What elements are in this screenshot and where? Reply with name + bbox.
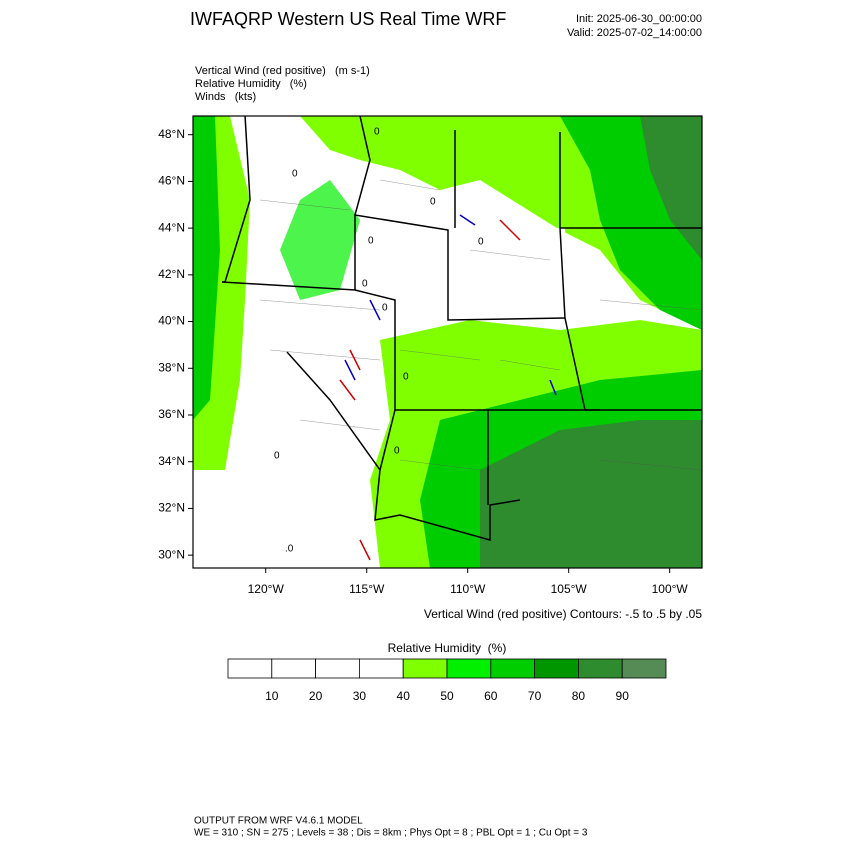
footer-line: WE = 310 ; SN = 275 ; Levels = 38 ; Dis … (194, 828, 588, 839)
contour-label: 0 (374, 127, 380, 138)
x-tick-label: 105°W (551, 582, 588, 596)
map-field (193, 116, 702, 568)
y-tick-label: 48°N (158, 127, 185, 141)
init-time: Init: 2025-06-30_00:00:00 (576, 13, 702, 25)
colorbar-label: 40 (397, 689, 411, 703)
contour-labels: 0 0 0 0 0 0 0 0 0 0 .0 (274, 127, 484, 555)
y-tick-label: 32°N (158, 501, 185, 515)
colorbar-label: 70 (528, 689, 542, 703)
x-tick-label: 115°W (349, 582, 385, 596)
colorbar-box (227, 658, 273, 679)
field-label: Vertical Wind (red positive) (m s-1) (195, 65, 370, 77)
y-tick-label: 40°N (158, 314, 185, 328)
colorbar-box (446, 658, 492, 679)
y-tick-label: 46°N (158, 174, 185, 188)
y-tick-label: 36°N (158, 407, 185, 421)
map-frame (192, 115, 703, 569)
contour-label: 0 (362, 279, 368, 290)
colorbar-box (621, 658, 667, 679)
contour-label: 0 (368, 236, 374, 247)
field-label: Relative Humidity (%) (195, 78, 307, 90)
colorbar-label: 30 (353, 689, 367, 703)
title: IWFAQRP Western US Real Time WRF (190, 9, 506, 29)
colorbar-box (315, 658, 360, 679)
colorbar-label: 20 (309, 689, 323, 703)
contour-label: 0 (292, 169, 298, 180)
colorbar-box (534, 658, 579, 679)
contour-label: .0 (285, 544, 294, 555)
contour-label: 0 (274, 451, 280, 462)
x-tick-label: 100°W (652, 582, 689, 596)
colorbar-label: 60 (484, 689, 498, 703)
contour-label: 0 (478, 237, 484, 248)
footer-line: OUTPUT FROM WRF V4.6.1 MODEL (194, 816, 363, 827)
contour-note: Vertical Wind (red positive) Contours: -… (424, 607, 702, 621)
field-label: Winds (kts) (195, 91, 256, 103)
colorbar-box (578, 658, 623, 679)
y-tick-label: 38°N (158, 360, 185, 374)
colorbar-label: 50 (440, 689, 454, 703)
colorbar-label: 80 (572, 689, 586, 703)
colorbar-box (402, 658, 448, 679)
colorbar-box (490, 658, 535, 679)
valid-time: Valid: 2025-07-02_14:00:00 (567, 27, 702, 39)
colorbar-label: 90 (616, 689, 630, 703)
colorbar-box (271, 658, 316, 679)
colorbar-box (358, 658, 404, 679)
y-tick-label: 44°N (158, 220, 185, 234)
contour-label: 0 (403, 372, 409, 383)
contour-label: 0 (394, 446, 400, 457)
y-tick-label: 34°N (158, 454, 185, 468)
colorbar-label: 10 (265, 689, 279, 703)
colorbar-title: Relative Humidity (%) (388, 641, 507, 655)
x-tick-label: 120°W (248, 582, 285, 596)
x-tick-label: 110°W (450, 582, 486, 596)
y-tick-label: 30°N (158, 547, 185, 561)
contour-label: 0 (430, 197, 436, 208)
y-tick-label: 42°N (158, 267, 185, 281)
contour-label: 0 (382, 303, 388, 314)
